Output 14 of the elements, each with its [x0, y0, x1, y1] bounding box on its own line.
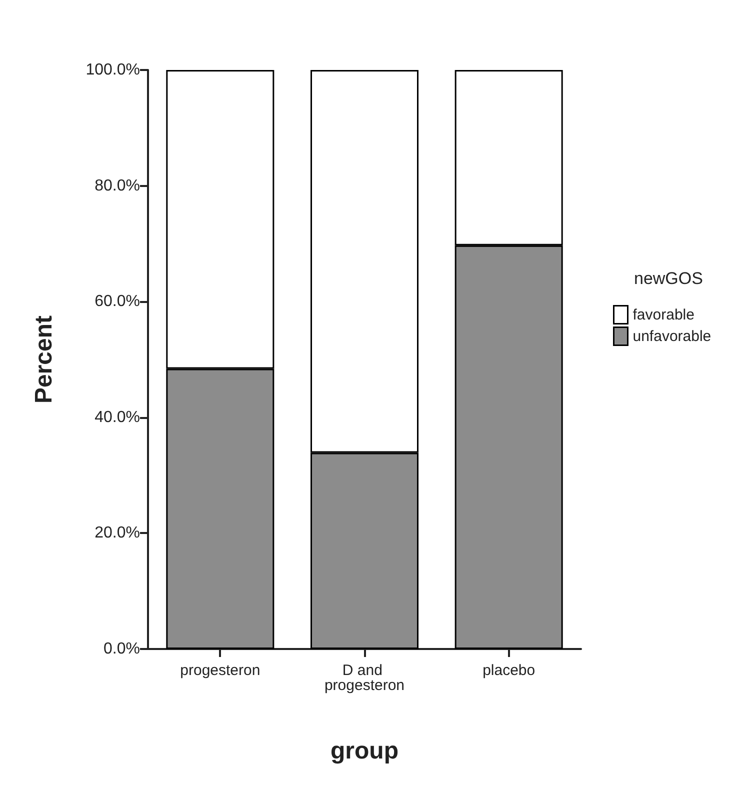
legend-title: newGOS	[634, 269, 703, 288]
x-tick-label: placebo	[482, 662, 536, 679]
y-tick-label: 100.0%	[86, 62, 140, 78]
y-tick-label: 0.0%	[104, 640, 140, 658]
legend-label: unfavorable	[632, 328, 712, 345]
x-tick-label: D and progesteron	[324, 662, 405, 694]
y-tick-label: 40.0%	[94, 408, 140, 426]
x-axis-title: group	[330, 738, 398, 764]
legend-label: favorable	[632, 306, 694, 324]
y-axis-title: Percent	[30, 315, 58, 404]
y-tick-label: 20.0%	[94, 524, 140, 542]
y-tick-label: 80.0%	[94, 177, 140, 194]
y-tick-label: 60.0%	[94, 293, 140, 310]
x-tick-label: progesteron	[180, 662, 260, 679]
